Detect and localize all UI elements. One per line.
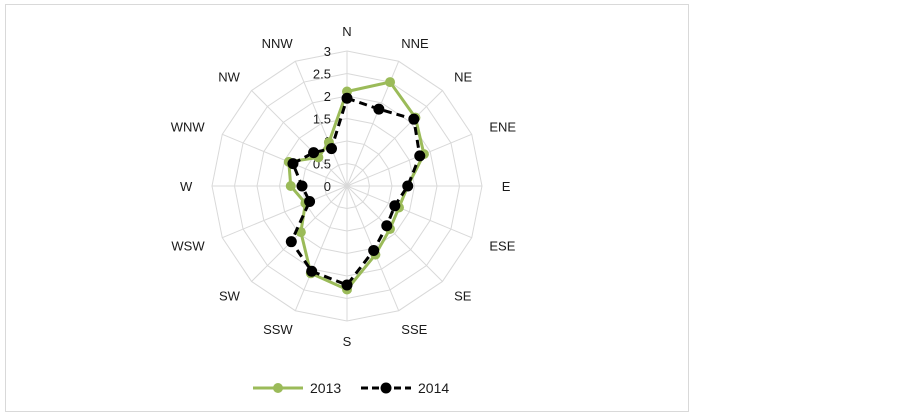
legend: 2013 2014 [253, 380, 449, 396]
category-labels: N NNE NE ENE E ESE SE SSE S SSW SW WSW W WNW NW NNW [171, 24, 517, 349]
legend-label: 2013 [310, 380, 341, 396]
grid-spoke [294, 185, 348, 311]
category-label: NNW [262, 36, 294, 51]
category-label: ESE [489, 238, 515, 253]
chart-frame: 00.511.522.53 NNNENEENEEESESESSESSSWSWWS… [5, 4, 689, 412]
tick-label: 2.5 [313, 67, 331, 82]
legend-swatch-marker [273, 383, 283, 393]
tick-label: 0 [324, 179, 331, 194]
category-label: E [502, 179, 511, 194]
data-point [408, 113, 420, 125]
data-point [341, 279, 353, 291]
data-point [368, 244, 380, 256]
grid-spoke [346, 185, 472, 239]
category-label: WNW [171, 120, 206, 135]
category-label: ENE [489, 120, 516, 135]
grid-spoke [294, 61, 348, 187]
tick-label: 2 [324, 89, 331, 104]
data-point [414, 150, 426, 162]
data-point [304, 195, 316, 207]
data-point [287, 158, 299, 170]
legend-item-2013: 2013 [253, 380, 341, 396]
data-point [326, 143, 338, 155]
data-point [385, 77, 396, 88]
category-label: S [343, 334, 352, 349]
grid-spoke [346, 133, 472, 187]
category-label: NE [454, 69, 472, 84]
data-point [306, 265, 318, 277]
data-point [308, 147, 320, 159]
data-point [296, 180, 308, 192]
radar-chart: 00.511.522.53 NNNENEENEEESESESSESSSWSWWS… [171, 24, 517, 396]
series-line [289, 96, 422, 287]
tick-label: 3 [324, 44, 331, 59]
tick-label: 1.5 [313, 112, 331, 127]
category-label: NW [218, 69, 240, 84]
category-label: WSW [171, 238, 205, 253]
data-point [373, 103, 385, 115]
grid-spoke [222, 185, 348, 239]
category-label: N [342, 24, 351, 39]
data-point [285, 181, 296, 191]
category-label: SE [454, 289, 472, 304]
grid-spoke [346, 185, 443, 282]
category-label: NNE [401, 36, 429, 51]
grid-spoke [251, 90, 348, 187]
legend-item-2014: 2014 [361, 380, 449, 396]
category-label: SSW [263, 322, 293, 337]
category-label: W [180, 179, 193, 194]
legend-swatch-marker [380, 382, 392, 394]
category-label: SW [219, 289, 241, 304]
legend-label: 2014 [418, 380, 449, 396]
grid-spoke [346, 90, 443, 187]
radial-axis-ticks: 00.511.522.53 [313, 44, 331, 194]
series-2014 [285, 92, 426, 291]
category-label: SSE [401, 322, 427, 337]
data-point [402, 180, 414, 192]
series-layer [283, 77, 429, 295]
data-point [341, 92, 353, 104]
data-point [389, 200, 401, 212]
data-point [285, 236, 297, 248]
data-point [381, 220, 393, 232]
